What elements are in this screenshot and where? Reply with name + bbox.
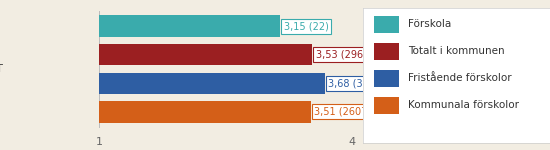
Text: 00. HELHET: 00. HELHET (0, 64, 3, 74)
FancyBboxPatch shape (374, 16, 399, 33)
Text: 3,15 (22): 3,15 (22) (284, 21, 328, 31)
Bar (99, 73, 325, 94)
Text: 3,68 (336): 3,68 (336) (328, 78, 379, 88)
FancyBboxPatch shape (374, 97, 399, 114)
FancyBboxPatch shape (374, 70, 399, 87)
FancyBboxPatch shape (374, 43, 399, 60)
Text: Totalt i kommunen: Totalt i kommunen (408, 46, 504, 56)
Bar (99, 15, 280, 37)
Bar (99, 101, 311, 123)
Text: Förskola: Förskola (408, 19, 451, 29)
Text: 3,51 (2607): 3,51 (2607) (314, 107, 371, 117)
Bar (99, 44, 312, 65)
Text: 3,53 (2963): 3,53 (2963) (316, 50, 373, 60)
Text: Kommunala förskolor: Kommunala förskolor (408, 100, 519, 110)
Text: Fristående förskolor: Fristående förskolor (408, 73, 512, 83)
